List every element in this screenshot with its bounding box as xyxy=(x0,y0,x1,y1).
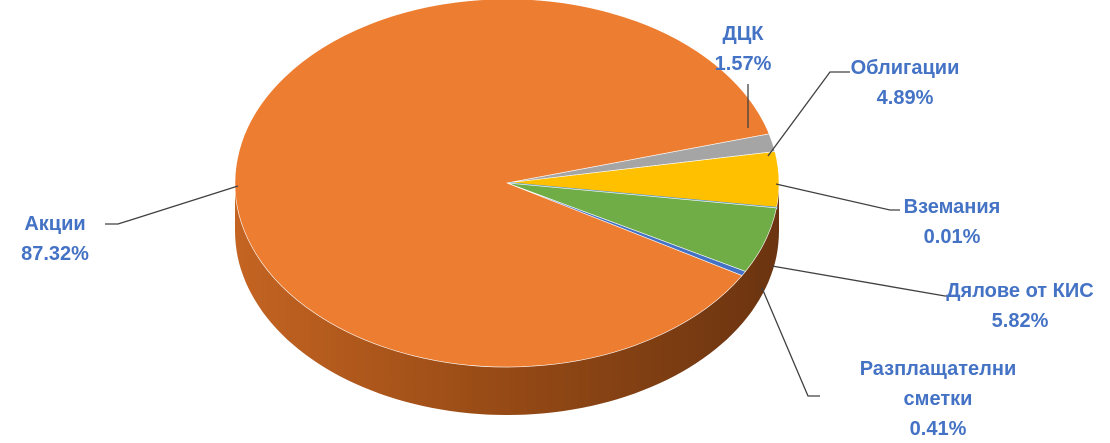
leader-line xyxy=(105,185,239,225)
pie-3d-side xyxy=(235,183,779,415)
pie-slices xyxy=(234,0,780,368)
slice-label: Разплащателни сметки 0.41% xyxy=(860,358,1017,440)
leader-line xyxy=(767,71,850,157)
slice-label: Облигации 4.89% xyxy=(851,57,960,109)
slice-labels: ДЦК 1.57% Облигации 4.89% Вземания 0.01% Дялов… xyxy=(21,23,1094,440)
leader-lines xyxy=(105,71,955,397)
slice-label: Дялове от КИС 5.82% xyxy=(946,280,1093,332)
leader-line xyxy=(775,183,900,211)
pie-side-band xyxy=(235,183,779,415)
slice-label: Акции 87.32% xyxy=(21,213,89,265)
leader-line xyxy=(771,265,955,297)
slice-label: Вземания 0.01% xyxy=(904,196,1001,248)
slice-5 xyxy=(234,0,770,368)
leader-line xyxy=(761,287,820,397)
slice-label: ДЦК 1.57% xyxy=(715,23,772,75)
